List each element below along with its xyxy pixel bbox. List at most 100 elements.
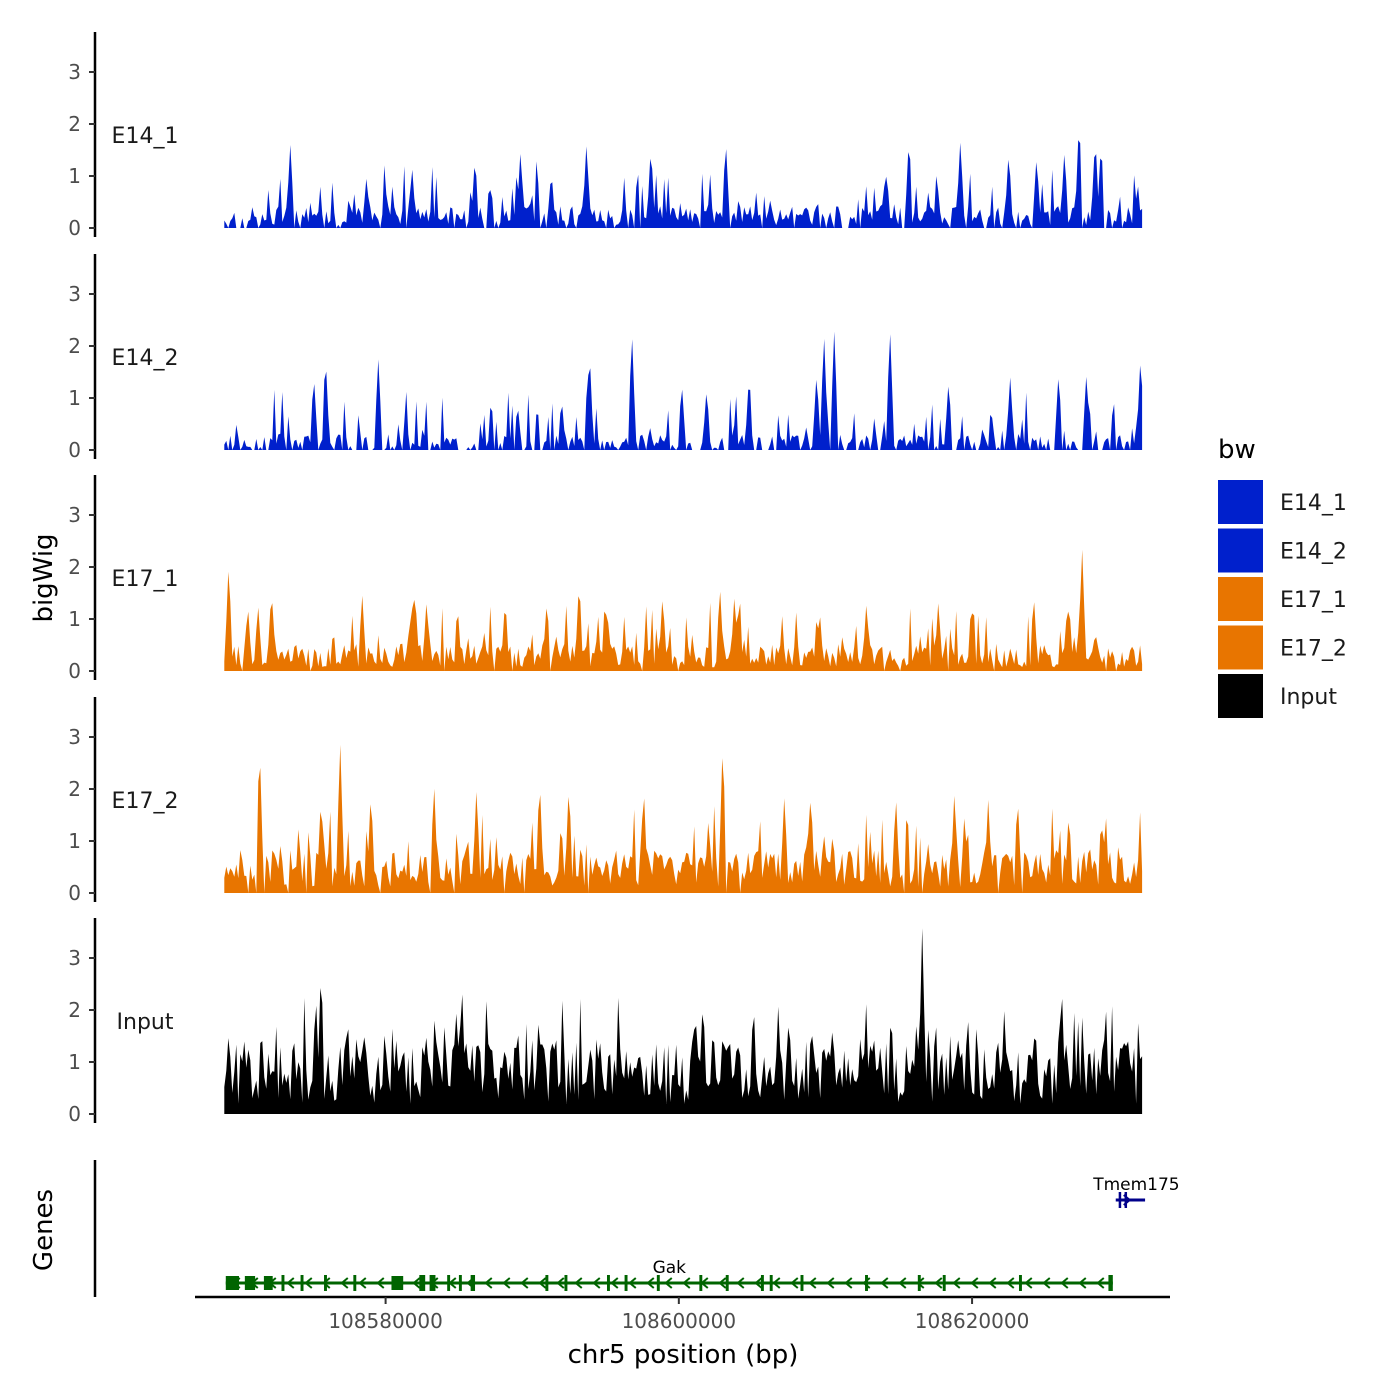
strand-arrow	[340, 1277, 349, 1289]
track-e17-1: 0 1 2 3 E17_1	[68, 475, 1143, 683]
strand-arrow	[808, 1277, 817, 1289]
exon	[353, 1275, 357, 1291]
track-e14-2: 0 1 2 3 E14_2	[68, 254, 1143, 462]
track-e14-1: 0 1 2 3 E14_1	[68, 32, 1143, 240]
legend-key-e14-1	[1218, 480, 1263, 524]
gene-label: Tmem175	[1092, 1175, 1179, 1195]
strand-arrow	[610, 1277, 619, 1289]
strand-arrow	[1024, 1277, 1033, 1289]
strand-arrow	[520, 1277, 529, 1289]
legend: bw E14_1 E14_2 E17_1 E17_2 Input	[1218, 435, 1347, 718]
strand-arrow	[484, 1277, 493, 1289]
strand-arrow	[412, 1277, 421, 1289]
track-label: E17_2	[112, 789, 179, 814]
y-axis-title: bigWig	[29, 533, 59, 622]
exon	[281, 1275, 285, 1291]
y-tick-label: 2	[68, 112, 81, 136]
y-tick-label: 3	[68, 946, 81, 970]
gene-label: Gak	[653, 1258, 687, 1278]
signal-area-e14-2	[224, 331, 1143, 450]
y-tick-label: 0	[68, 1102, 81, 1126]
legend-title: bw	[1218, 435, 1256, 465]
strand-arrow	[286, 1277, 295, 1289]
strand-arrow	[1060, 1277, 1069, 1289]
exon	[263, 1276, 273, 1290]
exon	[447, 1275, 451, 1291]
exon	[725, 1275, 729, 1291]
y-tick-label: 1	[68, 829, 81, 853]
strand-arrow	[322, 1277, 331, 1289]
exon	[545, 1275, 549, 1291]
strand-arrow	[718, 1277, 727, 1289]
y-tick-label: 1	[68, 164, 81, 188]
y-tick-label: 3	[68, 725, 81, 749]
strand-arrow	[988, 1277, 997, 1289]
legend-key-input	[1218, 674, 1263, 718]
legend-label: E17_2	[1280, 637, 1347, 662]
y-tick-label: 1	[68, 1050, 81, 1074]
strand-arrow	[934, 1277, 943, 1289]
exon	[865, 1275, 868, 1291]
genes-axis-title: Genes	[29, 1189, 59, 1271]
track-label: E14_2	[112, 346, 179, 371]
exon	[324, 1275, 327, 1291]
exon	[800, 1275, 804, 1291]
legend-key-e17-1	[1218, 577, 1263, 621]
strand-arrow	[1078, 1277, 1087, 1289]
y-tick-label: 2	[68, 555, 81, 579]
y-tick-label: 3	[68, 503, 81, 527]
strand-arrow	[1096, 1277, 1105, 1289]
x-tick-label: 108620000	[915, 1309, 1030, 1333]
exon	[470, 1275, 476, 1291]
exon	[1124, 1192, 1128, 1208]
y-tick-label: 0	[68, 659, 81, 683]
y-tick-label: 1	[68, 607, 81, 631]
y-tick-label: 2	[68, 334, 81, 358]
legend-key-e17-2	[1218, 625, 1263, 670]
strand-arrow	[538, 1277, 547, 1289]
strand-arrow	[556, 1277, 565, 1289]
exon	[429, 1275, 436, 1291]
strand-arrow	[592, 1277, 601, 1289]
y-tick-label: 1	[68, 386, 81, 410]
y-tick-label: 0	[68, 216, 81, 240]
exon	[419, 1275, 426, 1291]
strand-arrow	[628, 1277, 637, 1289]
legend-key-e14-2	[1218, 528, 1263, 573]
legend-label: E17_1	[1280, 588, 1347, 613]
strand-arrow	[736, 1277, 745, 1289]
legend-label: E14_2	[1280, 540, 1347, 565]
legend-label: Input	[1280, 685, 1337, 710]
strand-arrow	[826, 1277, 835, 1289]
gene-track: Gak Tmem175	[93, 1160, 1180, 1297]
signal-area-e14-1	[224, 140, 1143, 228]
exon	[300, 1275, 304, 1291]
exon	[458, 1275, 462, 1291]
x-axis-title: chr5 position (bp)	[568, 1340, 799, 1370]
exon	[760, 1275, 764, 1291]
y-tick-label: 0	[68, 438, 81, 462]
strand-arrow	[772, 1277, 781, 1289]
legend-label: E14_1	[1280, 491, 1347, 516]
strand-arrow	[664, 1277, 673, 1289]
x-tick-label: 108600000	[622, 1309, 737, 1333]
signal-tracks: 0 1 2 3 E14_1 0 1 2 3 E14_2 0 1 2 3 E17_1 0 1 2 3 E17_2 0 1 2 3…	[68, 32, 1143, 1126]
exon	[917, 1275, 921, 1291]
exon	[606, 1275, 610, 1291]
strand-arrow	[358, 1277, 367, 1289]
y-tick-label: 2	[68, 998, 81, 1022]
exon	[656, 1275, 660, 1291]
x-tick-label: 108580000	[328, 1309, 443, 1333]
exon	[564, 1275, 568, 1291]
track-label: E17_1	[112, 567, 179, 592]
exon	[1018, 1275, 1022, 1291]
y-tick-label: 3	[68, 60, 81, 84]
exon	[624, 1275, 628, 1291]
exon	[942, 1275, 946, 1291]
track-e17-2: 0 1 2 3 E17_2	[68, 697, 1143, 905]
y-tick-label: 0	[68, 881, 81, 905]
strand-arrow	[1006, 1277, 1015, 1289]
strand-arrow	[682, 1277, 691, 1289]
exon	[1118, 1192, 1122, 1208]
